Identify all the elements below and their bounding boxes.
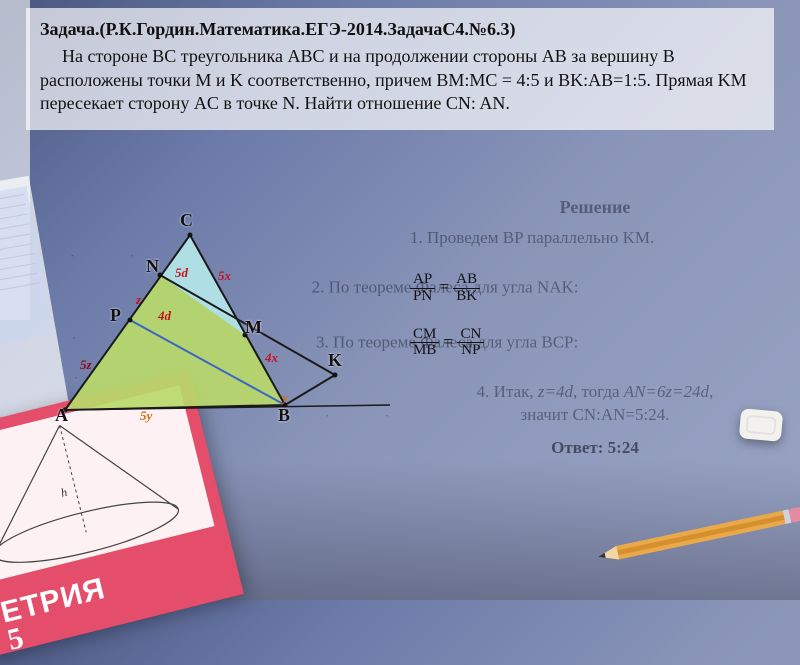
- task-body: На стороне BC треугольника ABC и на прод…: [40, 45, 760, 115]
- seg-5y: 5y: [140, 408, 152, 424]
- seg-z: z: [136, 292, 141, 308]
- task-box: Задача.(Р.К.Гордин.Математика.ЕГЭ-2014.З…: [26, 8, 774, 130]
- seg-5z: 5z: [80, 357, 92, 373]
- task-title: Задача.(Р.К.Гордин.Математика.ЕГЭ-2014.З…: [40, 18, 760, 41]
- seg-4d: 4d: [158, 308, 171, 324]
- label-P: P: [110, 305, 121, 326]
- step-4: 4. Итак, z=4d, тогда AN=6z=24d, значит C…: [410, 381, 780, 427]
- label-C: C: [180, 210, 193, 231]
- eraser-icon: [739, 408, 783, 442]
- label-A: A: [55, 405, 68, 426]
- svg-text:h: h: [59, 485, 68, 500]
- step-1: 1. Проведем BP параллельно KM.: [410, 227, 780, 250]
- seg-4x: 4x: [265, 350, 278, 366]
- triangle-diagram: A B C K M N P 5d z 4d 5x 4x 5z 5y y · · …: [50, 210, 410, 440]
- book-sub: 5: [4, 621, 27, 658]
- triangle-svg: [50, 210, 410, 440]
- seg-5d: 5d: [175, 265, 188, 281]
- solution-panel: Решение 1. Проведем BP параллельно KM. A…: [410, 195, 780, 460]
- label-B: B: [278, 405, 290, 426]
- step-2: AP PN = AB BK 2. По теореме Фалеса для у…: [410, 272, 780, 305]
- label-N: N: [146, 256, 159, 277]
- seg-5x: 5x: [218, 268, 231, 284]
- seg-y: y: [282, 390, 288, 406]
- step-3: CM MB = CN NP 3. По теореме Фалеса для у…: [410, 327, 780, 360]
- label-M: M: [245, 317, 262, 338]
- solution-heading: Решение: [410, 195, 780, 219]
- answer: Ответ: 5:24: [410, 437, 780, 460]
